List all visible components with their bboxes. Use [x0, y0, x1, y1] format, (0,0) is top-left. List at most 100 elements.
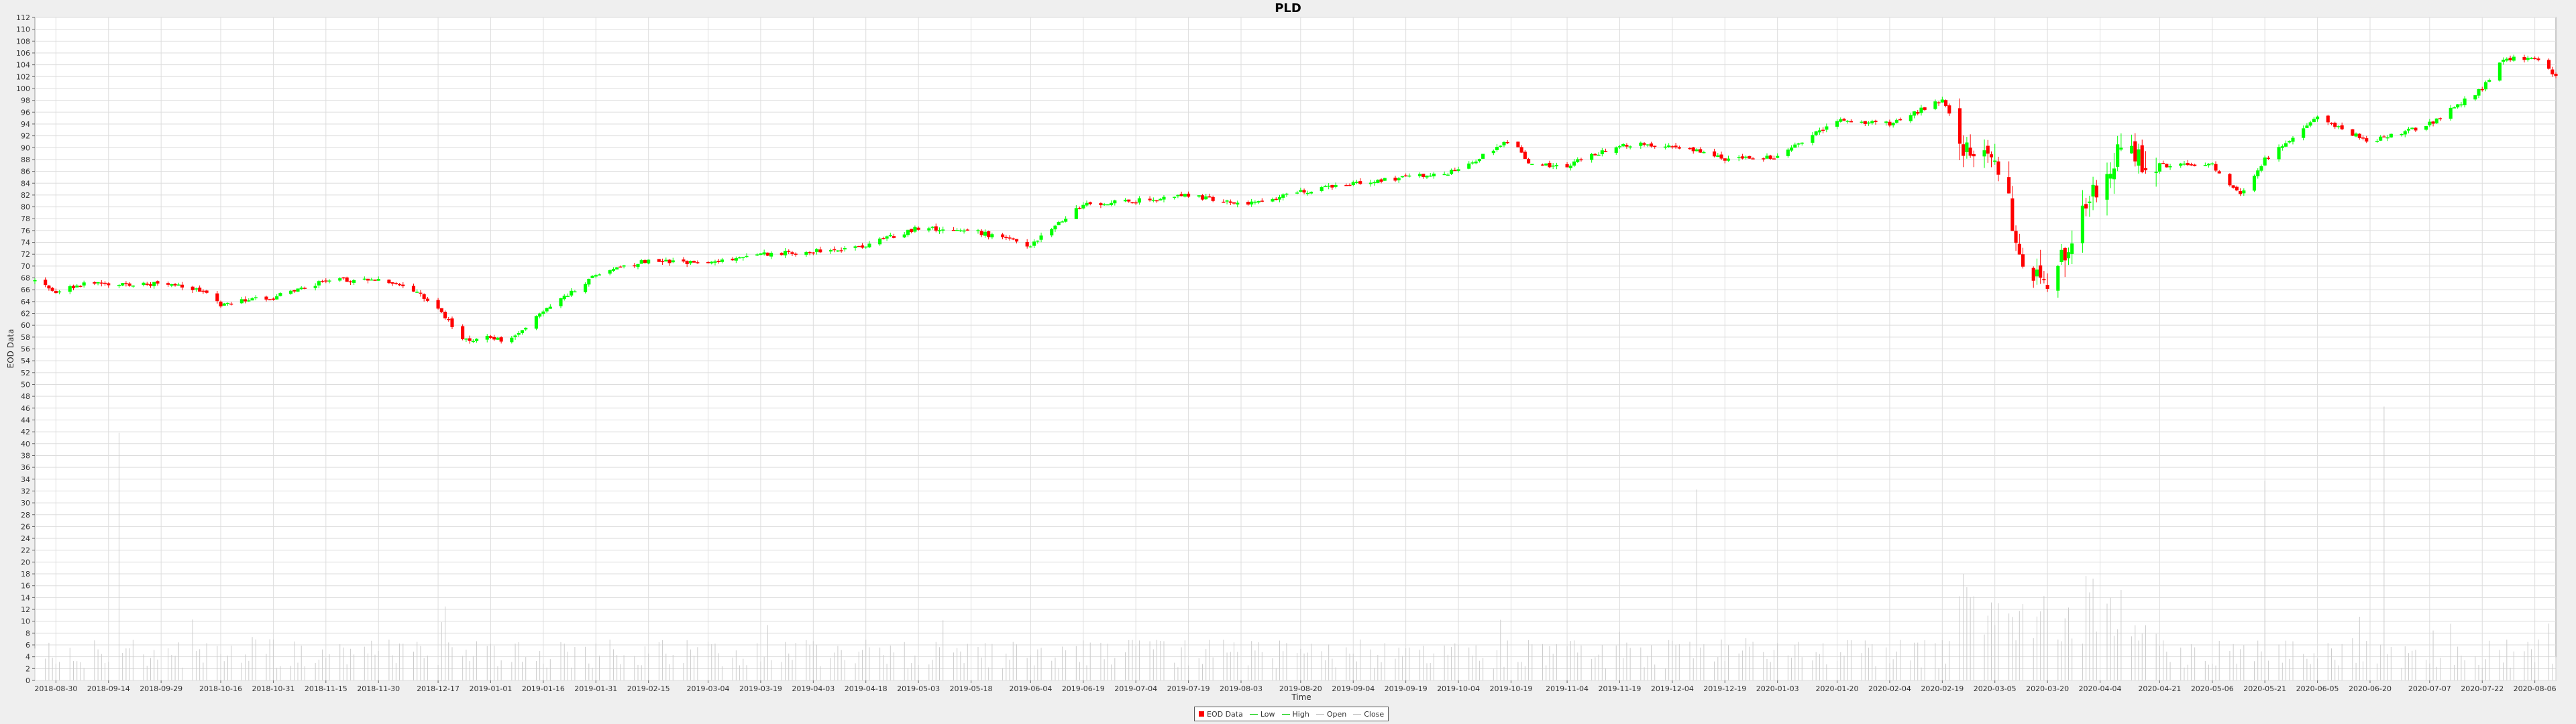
- legend-swatch-high: [1281, 713, 1290, 715]
- x-tick-label: 2020-02-04: [1868, 684, 1911, 693]
- candle-body: [1208, 196, 1212, 198]
- x-tick-label: 2019-07-19: [1167, 684, 1210, 693]
- legend-label-eod: EOD Data: [1207, 709, 1243, 719]
- candle-body: [191, 286, 195, 290]
- candle-body: [1113, 200, 1117, 204]
- y-tick-label: 108: [16, 37, 30, 46]
- candle-body: [2302, 128, 2306, 138]
- candle-body: [1849, 121, 1853, 123]
- y-tick-label: 80: [21, 203, 30, 212]
- candle-body: [1663, 146, 1667, 148]
- candle-body: [1417, 174, 1422, 176]
- candle-body: [1691, 147, 1695, 152]
- candle-body: [338, 278, 342, 281]
- candle-body: [1060, 221, 1064, 223]
- y-tick-label: 36: [21, 463, 30, 472]
- legend-item-eod: EOD Data: [1199, 710, 1243, 719]
- candle-body: [1765, 156, 1769, 159]
- candle-body: [1516, 141, 1520, 147]
- candle-body: [124, 283, 128, 284]
- candle-body: [1916, 111, 1920, 114]
- candle-body: [1667, 145, 1671, 147]
- candle-body: [1088, 202, 1092, 204]
- candle-body: [1074, 208, 1078, 219]
- candle-body: [1376, 180, 1380, 184]
- candle-body: [1228, 201, 1232, 203]
- candle-body: [1271, 198, 1275, 202]
- candle-body: [324, 280, 328, 282]
- candle-body: [373, 280, 377, 281]
- candle-body: [787, 251, 791, 252]
- candle-body: [597, 274, 602, 276]
- candle-body: [716, 260, 720, 263]
- candle-body: [2094, 185, 2098, 198]
- candle-body: [1008, 237, 1012, 239]
- candle-body: [1621, 143, 1625, 147]
- candle-body: [1523, 152, 1527, 160]
- candle-body: [1982, 150, 1986, 157]
- candle-body: [411, 286, 416, 292]
- candle-body: [145, 284, 149, 285]
- candle-body: [584, 284, 588, 292]
- candle-body: [1421, 174, 1426, 178]
- y-tick-label: 2: [25, 664, 30, 673]
- y-tick-label: 74: [21, 239, 30, 247]
- candle-body: [937, 230, 942, 232]
- candle-body: [1719, 154, 1723, 159]
- candle-body: [755, 254, 759, 256]
- x-tick-label: 2020-07-07: [2408, 684, 2451, 693]
- candle-body: [370, 279, 374, 281]
- x-tick-label: 2020-05-21: [2243, 684, 2286, 693]
- candle-body: [247, 300, 251, 302]
- candle-body: [860, 245, 865, 248]
- candle-body: [2242, 190, 2246, 194]
- candle-body: [1628, 146, 1632, 147]
- candle-body: [765, 252, 769, 256]
- candle-body: [1576, 159, 1580, 162]
- candle-body: [2508, 58, 2512, 60]
- y-tick-label: 104: [16, 61, 30, 70]
- candle-body: [2361, 137, 2365, 139]
- candle-body: [222, 303, 226, 306]
- candle-body: [2105, 174, 2109, 200]
- candle-body: [2308, 122, 2312, 126]
- candle-body: [611, 269, 615, 271]
- y-tick-label: 6: [25, 641, 30, 650]
- candle-body: [1397, 178, 1401, 180]
- candle-body: [1554, 164, 1558, 167]
- candle-body: [573, 291, 577, 293]
- x-tick-label: 2020-04-04: [2079, 684, 2122, 693]
- candle-body: [1179, 194, 1183, 196]
- candle-body: [1077, 207, 1082, 209]
- candle-body: [1726, 158, 1731, 161]
- candle-body: [71, 286, 76, 289]
- candle-body: [1839, 119, 1843, 122]
- candle-body: [2522, 56, 2526, 60]
- candle-body: [1344, 184, 1348, 186]
- candle-body: [401, 284, 405, 286]
- x-tick-label: 2019-08-20: [1279, 684, 1322, 693]
- candle-body: [692, 261, 696, 263]
- candle-body: [2084, 204, 2088, 209]
- candle-body: [317, 281, 321, 286]
- candle-body: [1477, 158, 1481, 162]
- candle-body: [1014, 239, 1019, 242]
- legend-item-close: Close: [1353, 710, 1384, 719]
- x-axis-ticks: 2018-08-30 2018-09-14 2018-09-29 2018-10-16…: [34, 680, 2557, 693]
- candle-body: [1597, 154, 1601, 156]
- legend-label-close: Close: [1364, 709, 1385, 719]
- candle-body: [1811, 135, 1815, 143]
- candle-body: [2165, 164, 2169, 168]
- candle-body: [559, 298, 563, 306]
- candle-body: [1323, 186, 1327, 188]
- candle-body: [1649, 143, 1654, 147]
- candle-body: [734, 257, 738, 261]
- candle-body: [2351, 129, 2355, 136]
- candle-body: [447, 318, 451, 320]
- candle-body: [941, 229, 945, 231]
- candle-body: [2526, 58, 2530, 60]
- candle-body: [1923, 107, 1927, 110]
- y-tick-label: 22: [21, 546, 30, 555]
- candle-body: [215, 293, 219, 302]
- candle-body: [1446, 174, 1450, 176]
